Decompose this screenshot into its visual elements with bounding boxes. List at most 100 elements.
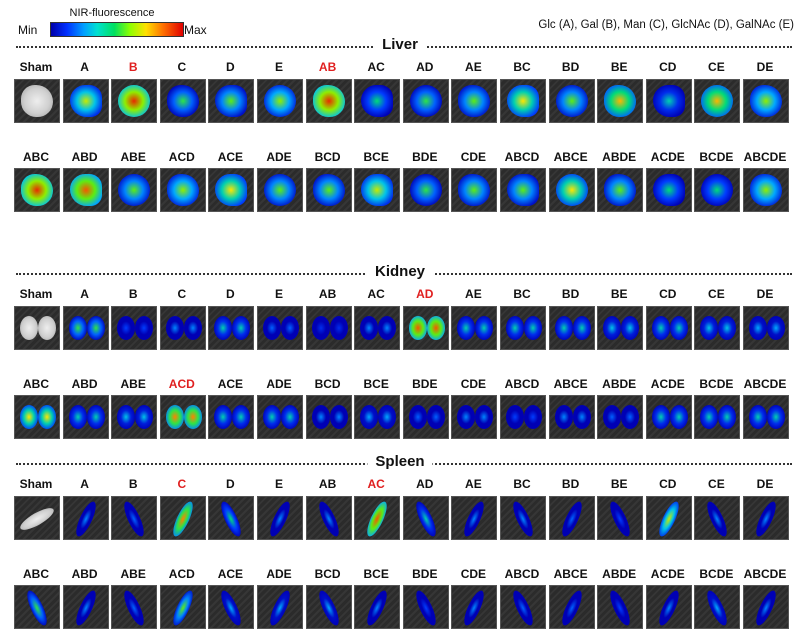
- group-label: ABD: [71, 377, 98, 391]
- liver-fluorescence-blob: [166, 174, 199, 206]
- group-label: ACDE: [650, 567, 685, 581]
- kidney-image-bcd: [305, 395, 352, 439]
- kidney-image-ae: [451, 306, 498, 350]
- kidney-image-ace: [208, 395, 255, 439]
- kidney-fluorescence-blob: [360, 405, 379, 429]
- spleen-image-ad: [402, 496, 449, 540]
- group-label: BCE: [363, 567, 389, 581]
- liver-image-a: [62, 79, 109, 123]
- group-label: C: [177, 287, 187, 301]
- kidney-fluorescence-blob: [20, 405, 38, 429]
- group-label: E: [274, 60, 283, 74]
- group-label: AE: [465, 60, 482, 74]
- kidney-fluorescence-blob: [475, 316, 494, 340]
- spleen-image-bd: [548, 496, 595, 540]
- spleen-image-cde: [451, 585, 498, 629]
- group-label: AB: [318, 477, 337, 491]
- kidney-image-de: [743, 306, 789, 350]
- kidney-image-ab: [305, 306, 352, 350]
- kidney-image-abcde: [743, 395, 789, 439]
- liver-image-cd: [645, 79, 692, 123]
- liver-fluorescence-blob: [555, 174, 588, 206]
- spleen-fluorescence-blob: [412, 588, 440, 628]
- kidney-fluorescence-blob: [86, 405, 105, 429]
- group-label: BCE: [363, 150, 389, 164]
- group-label: ABC: [23, 150, 49, 164]
- liver-image-bcde: [694, 168, 741, 212]
- spleen-image-abde: [597, 585, 644, 629]
- spleen-fluorescence-blob: [558, 588, 586, 628]
- spleen-fluorescence-blob: [217, 588, 245, 628]
- group-label: ACE: [217, 377, 244, 391]
- group-label: BE: [610, 60, 628, 74]
- kidney-fluorescence-blob: [38, 405, 56, 429]
- liver-fluorescence-blob: [21, 174, 53, 206]
- liver-fluorescence-blob: [264, 85, 296, 117]
- liver-fluorescence-blob: [166, 85, 199, 117]
- kidney-fluorescence-blob: [263, 316, 281, 340]
- liver-fluorescence-blob: [604, 85, 637, 117]
- spleen-image-ab: [305, 496, 352, 540]
- liver-image-d: [208, 79, 255, 123]
- kidney-image-cd: [645, 306, 692, 350]
- spleen-image-abd: [62, 585, 109, 629]
- kidney-fluorescence-blob: [232, 316, 251, 340]
- group-label: AE: [465, 477, 482, 491]
- spleen-fluorescence-blob: [72, 499, 100, 539]
- kidney-fluorescence-blob: [183, 405, 202, 429]
- spleen-fluorescence-blob: [412, 499, 440, 539]
- group-label: B: [128, 287, 138, 301]
- kidney-fluorescence-blob: [603, 405, 622, 429]
- kidney-image-d: [208, 306, 255, 350]
- group-label: ABCD: [504, 567, 540, 581]
- group-label: BE: [610, 477, 628, 491]
- kidney-fluorescence-blob: [135, 405, 154, 429]
- group-label: D: [226, 477, 235, 491]
- kidney-image-abc: [14, 395, 60, 439]
- kidney-fluorescence-blob: [669, 316, 688, 340]
- liver-fluorescence-blob: [215, 174, 248, 206]
- kidney-image-abd: [62, 395, 109, 439]
- liver-fluorescence-blob: [264, 174, 296, 206]
- spleen-image-acde: [645, 585, 692, 629]
- liver-fluorescence-blob: [701, 174, 734, 206]
- liver-fluorescence-blob: [215, 85, 248, 117]
- liver-image-abd: [62, 168, 109, 212]
- spleen-image-ac: [354, 496, 401, 540]
- kidney-image-bce: [354, 395, 401, 439]
- liver-fluorescence-blob: [409, 85, 442, 117]
- group-label: ABCD: [504, 150, 540, 164]
- sugar-legend: Glc (A), Gal (B), Man (C), GlcNAc (D), G…: [538, 19, 794, 31]
- spleen-fluorescence-blob: [703, 588, 731, 628]
- liver-fluorescence-blob: [69, 85, 102, 117]
- spleen-fluorescence-blob: [460, 588, 488, 628]
- spleen-fluorescence-blob: [509, 499, 537, 539]
- group-label: BC: [513, 287, 531, 301]
- kidney-image-ce: [694, 306, 741, 350]
- liver-fluorescence-blob: [361, 174, 394, 206]
- kidney-fluorescence-blob: [669, 405, 688, 429]
- liver-image-abcd: [500, 168, 546, 212]
- kidney-fluorescence-blob: [214, 316, 233, 340]
- group-label: BCDE: [699, 567, 734, 581]
- spleen-image-bcde: [694, 585, 741, 629]
- kidney-fluorescence-blob: [20, 316, 38, 340]
- spleen-fluorescence-blob: [17, 504, 57, 534]
- liver-image-abde: [597, 168, 644, 212]
- spleen-fluorescence-blob: [703, 499, 731, 539]
- liver-fluorescence-blob: [507, 85, 539, 117]
- kidney-fluorescence-blob: [68, 405, 87, 429]
- group-label: ACDE: [650, 150, 685, 164]
- liver-fluorescence-blob: [21, 85, 53, 117]
- group-label: A: [80, 477, 89, 491]
- group-label: DE: [756, 60, 774, 74]
- liver-image-ac: [354, 79, 401, 123]
- group-label: AB: [318, 60, 337, 74]
- spleen-fluorescence-blob: [460, 499, 488, 539]
- kidney-image-acde: [645, 395, 692, 439]
- group-label: ACDE: [650, 377, 685, 391]
- spleen-image-ace: [208, 585, 255, 629]
- group-label: AD: [416, 477, 434, 491]
- kidney-fluorescence-blob: [281, 316, 299, 340]
- group-label: BC: [513, 477, 531, 491]
